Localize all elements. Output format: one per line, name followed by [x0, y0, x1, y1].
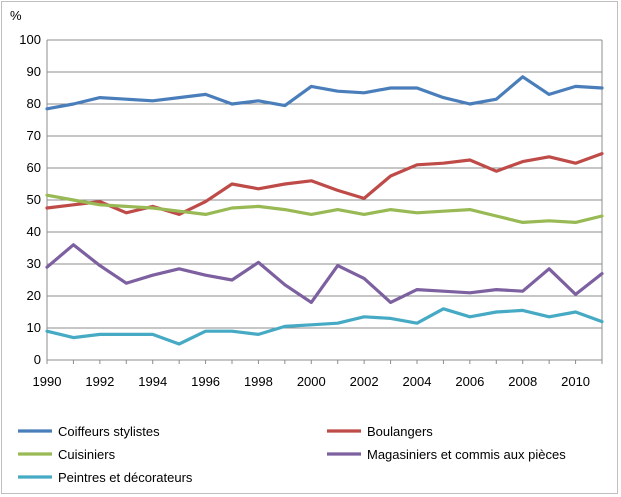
series-lines [45, 75, 604, 346]
axes [46, 40, 603, 364]
y-tick-label: 20 [27, 288, 41, 303]
legend-label: Coiffeurs stylistes [58, 424, 160, 439]
y-tick-label: 90 [27, 64, 41, 79]
y-axis-label: % [10, 8, 22, 23]
x-tick-label: 2010 [561, 374, 590, 389]
y-tick-label: 60 [27, 160, 41, 175]
series-line-1 [45, 152, 604, 216]
series-line-2 [45, 193, 604, 224]
x-tick-label: 2008 [508, 374, 537, 389]
y-tick-label: 70 [27, 128, 41, 143]
x-tick-label: 2006 [455, 374, 484, 389]
legend-label: Peintres et décorateurs [58, 470, 193, 485]
x-tick-label: 1998 [244, 374, 273, 389]
x-tick-label: 1992 [85, 374, 114, 389]
y-tick-labels: 0 10 20 30 40 50 60 70 80 90 100 [19, 32, 41, 367]
y-tick-label: 30 [27, 256, 41, 271]
x-tick-label: 2004 [403, 374, 432, 389]
legend-label: Magasiniers et commis aux pièces [367, 447, 566, 462]
y-tick-label: 0 [34, 352, 41, 367]
x-tick-label: 2002 [350, 374, 379, 389]
y-tick-label: 10 [27, 320, 41, 335]
legend-label: Cuisiniers [58, 447, 116, 462]
x-tick-label: 1996 [191, 374, 220, 389]
series-line-0 [45, 75, 604, 111]
x-tick-label: 2000 [297, 374, 326, 389]
x-tick-label: 1990 [33, 374, 62, 389]
series-line-3 [45, 243, 604, 304]
legend-label: Boulangers [367, 424, 433, 439]
x-tick-label: 1994 [138, 374, 167, 389]
y-tick-label: 100 [19, 32, 41, 47]
x-tick-labels: 1990 1992 1994 1996 1998 2000 2002 2004 2006 2008… [33, 374, 590, 389]
y-tick-label: 50 [27, 192, 41, 207]
y-tick-label: 80 [27, 96, 41, 111]
y-tick-label: 40 [27, 224, 41, 239]
series-line-4 [45, 307, 604, 346]
legend: Coiffeurs stylistes Boulangers Cuisiniers M… [18, 424, 566, 485]
